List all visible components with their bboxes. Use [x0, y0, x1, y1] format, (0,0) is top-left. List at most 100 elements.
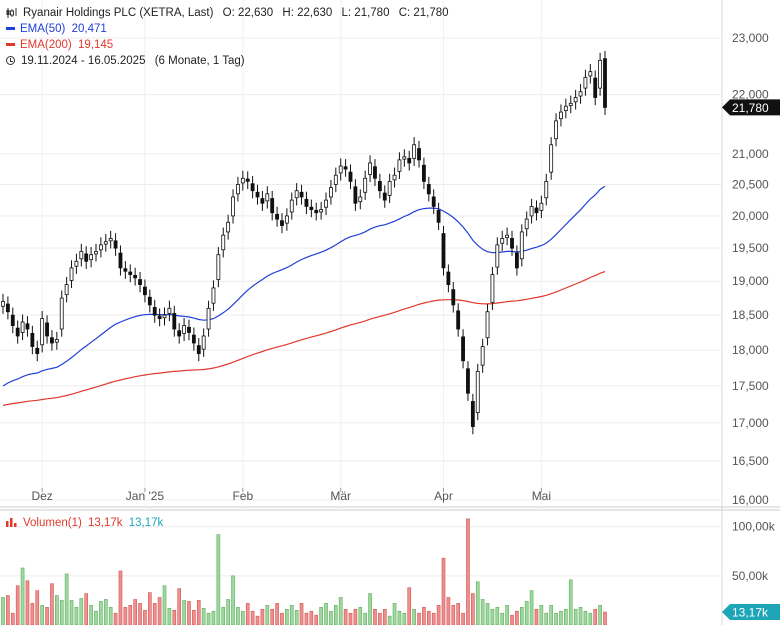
legend-ema50-row[interactable]: EMA(50) 20,471 — [6, 22, 107, 36]
volume-bar — [241, 610, 245, 625]
volume-bar — [40, 605, 44, 625]
candle-body — [588, 71, 593, 77]
candle-down — [260, 190, 265, 211]
candle-body — [98, 244, 103, 251]
candle-body — [309, 206, 314, 210]
candle-body — [470, 401, 475, 427]
volume-bar — [466, 518, 470, 625]
candle-up — [578, 84, 583, 104]
candle-body — [226, 221, 231, 233]
candle-body — [236, 184, 240, 195]
volume-bar — [1, 597, 5, 625]
candle-body — [152, 307, 157, 316]
candle-up — [108, 230, 113, 249]
candle-up — [358, 189, 363, 210]
ema50-line — [2, 185, 606, 387]
candle-body — [514, 252, 519, 269]
candle-body — [123, 268, 128, 272]
candle-body — [441, 233, 446, 269]
candle-body — [265, 193, 270, 202]
volume-bar — [485, 603, 490, 625]
volume-bar — [387, 615, 392, 625]
volume-bar — [167, 607, 172, 625]
candle-down — [250, 176, 255, 199]
candle-body — [480, 346, 485, 366]
candle-body — [59, 297, 64, 330]
candle-up — [20, 314, 25, 341]
candle-body — [304, 198, 309, 207]
legend-ema200-row[interactable]: EMA(200) 19,145 — [6, 38, 113, 52]
candle-body — [54, 339, 59, 343]
candle-down — [50, 330, 54, 351]
candle-body — [260, 198, 265, 204]
volume-bar — [245, 603, 250, 625]
candle-down — [466, 361, 470, 401]
price-tick-label: 16,500 — [732, 454, 769, 468]
legend-c-label: C: — [398, 7, 411, 19]
volume-bar — [544, 612, 549, 625]
candle-up — [294, 183, 299, 206]
volume-bar — [196, 600, 201, 625]
last-price-label: 21,780 — [732, 101, 769, 115]
volume-bar — [221, 607, 226, 625]
candle-up — [363, 170, 368, 200]
candle-up — [500, 230, 505, 251]
price-tick-label: 22,000 — [732, 88, 769, 102]
price-tick-label: 21,000 — [732, 147, 769, 161]
volume-bar — [50, 583, 54, 625]
volume-bar — [59, 600, 64, 625]
candle-down — [343, 159, 348, 177]
candle-up — [167, 300, 172, 322]
candle-up — [480, 338, 485, 373]
volume-bar — [407, 587, 412, 625]
candle-down — [196, 338, 201, 362]
candle-body — [475, 371, 480, 413]
candle-down — [373, 159, 377, 186]
price-tick-label: 20,000 — [732, 209, 769, 223]
legend-h-label: H: — [282, 7, 294, 19]
legend-range: 19.11.2024 - 16.05.2025 — [21, 55, 146, 67]
volume-bar — [338, 597, 343, 625]
volume-bar — [603, 611, 607, 625]
volume-bar — [177, 588, 182, 625]
candle-body — [113, 240, 118, 249]
candle-body — [529, 206, 534, 217]
volume-bar — [64, 573, 69, 625]
candle-body — [436, 209, 441, 223]
volume-bar — [422, 607, 426, 625]
candle-body — [89, 254, 94, 261]
candle-down — [5, 296, 10, 320]
volume-bar — [446, 597, 451, 625]
candle-down — [421, 157, 426, 190]
candle-down — [593, 70, 598, 106]
candle-down — [118, 245, 123, 276]
candle-down — [128, 264, 133, 283]
volume-bar — [192, 609, 196, 625]
candle-body — [196, 345, 201, 354]
volume-bar — [25, 580, 30, 625]
volume-bar — [314, 614, 319, 625]
candle-down — [157, 308, 162, 327]
volume-bar — [118, 570, 123, 625]
volume-bar — [353, 608, 358, 625]
volume-bar — [564, 608, 568, 625]
candle-body — [143, 286, 147, 296]
volume-bar — [319, 607, 323, 625]
candle-body — [177, 330, 182, 337]
legend-title: Ryanair Holdings PLC (XETRA, Last) — [23, 7, 214, 19]
candle-body — [373, 166, 377, 179]
candle-up — [568, 95, 573, 114]
volume-bar — [515, 610, 519, 625]
ema200-swatch — [6, 43, 15, 47]
candle-down — [280, 213, 284, 234]
candle-body — [461, 336, 465, 362]
candle-up — [402, 149, 407, 167]
candle-body — [64, 284, 69, 296]
volume-axis: 50,00k 100,00k — [732, 520, 776, 583]
candle-body — [20, 321, 25, 333]
candle-body — [94, 251, 98, 255]
volume-bar — [588, 612, 593, 625]
volume-tick-label: 50,00k — [732, 569, 769, 583]
volume-bar — [148, 592, 152, 625]
